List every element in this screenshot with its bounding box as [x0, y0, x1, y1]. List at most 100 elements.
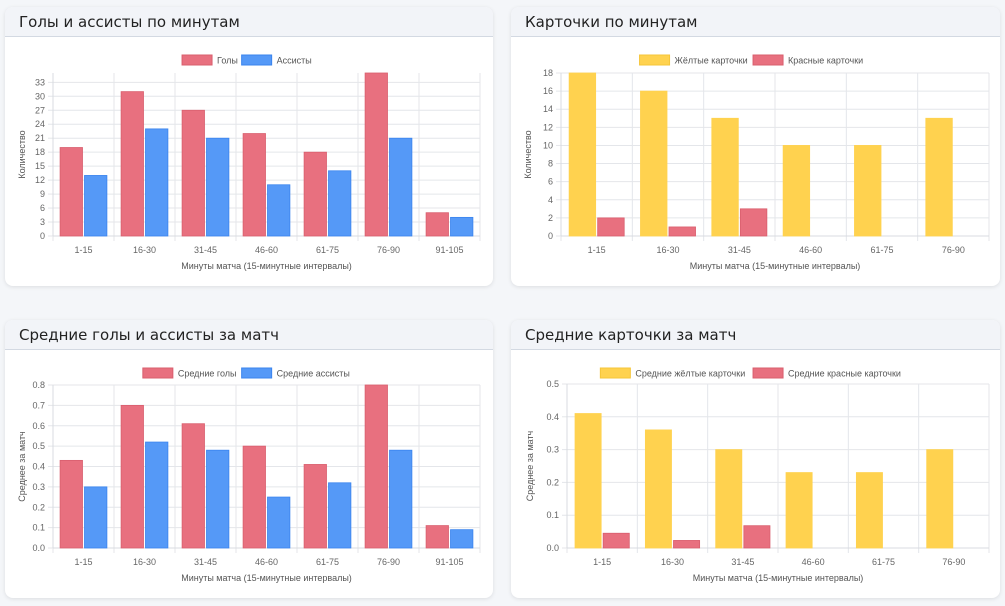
x-tick-label: 46-60	[799, 245, 822, 255]
y-tick-label: 0	[40, 231, 45, 241]
x-tick-label: 16-30	[133, 245, 156, 255]
bar-series1	[926, 449, 954, 549]
x-axis-title: Минуты матча (15-минутные интервалы)	[181, 261, 352, 271]
legend-item-1[interactable]: Средние красные карточки	[752, 367, 901, 379]
x-tick-label: 31-45	[194, 245, 217, 255]
y-tick-label: 0.3	[546, 445, 559, 455]
legend-label: Средние голы	[178, 369, 237, 379]
y-tick-label: 24	[35, 119, 45, 129]
y-tick-label: 14	[543, 104, 553, 114]
y-tick-label: 3	[40, 217, 45, 227]
y-tick-label: 4	[548, 195, 553, 205]
bar-series1	[425, 525, 449, 549]
avg-goals-assists-chart: Средние голы Средние ассисты 0.0 0.1 0.2 0.3 0…	[17, 367, 481, 583]
y-tick-label: 12	[35, 175, 45, 185]
x-tick-label: 91-105	[435, 245, 463, 255]
card-header: Средние голы и ассисты за матч	[5, 320, 493, 350]
card-cards: Карточки по минутам Жёлтые карточки Красн…	[511, 7, 1000, 286]
y-tick-label: 0.5	[546, 379, 559, 389]
y-tick-label: 21	[35, 133, 45, 143]
bar-series2	[145, 128, 169, 237]
legend-item-1[interactable]: Ассисты	[241, 54, 312, 66]
legend-item-0[interactable]: Средние жёлтые карточки	[599, 367, 745, 379]
legend-item-0[interactable]: Голы	[181, 54, 238, 66]
x-tick-label: 16-30	[661, 557, 684, 567]
bar-series2	[206, 137, 230, 237]
bar-series1	[120, 91, 144, 237]
bar-series1	[59, 147, 83, 237]
bar-series1	[785, 472, 813, 549]
y-tick-label: 0.0	[546, 543, 559, 553]
y-axis-title: Среднее за матч	[525, 430, 535, 501]
legend-swatch	[241, 367, 273, 379]
bar-series2	[450, 529, 474, 549]
bar-series1	[59, 459, 83, 549]
x-tick-label: 1-15	[588, 245, 606, 255]
bar-series2	[84, 175, 108, 237]
bar-series2	[668, 226, 696, 237]
bar-series2	[450, 216, 474, 237]
y-tick-label: 0.1	[546, 510, 559, 520]
legend-swatch	[599, 367, 631, 379]
y-axis-title: Количество	[17, 130, 27, 178]
y-axis-title: Количество	[523, 130, 533, 178]
y-tick-label: 33	[35, 77, 45, 87]
card-header: Голы и ассисты по минутам	[5, 7, 493, 37]
bar-series1	[120, 404, 144, 549]
y-tick-label: 18	[35, 147, 45, 157]
card-goals-assists: Голы и ассисты по минутам Голы Ассисты 0 3 6…	[5, 7, 493, 286]
legend-swatch	[181, 54, 213, 66]
legend-label: Средние красные карточки	[788, 369, 901, 379]
bar-series1	[364, 384, 388, 549]
bar-series1	[181, 109, 205, 237]
y-tick-label: 27	[35, 105, 45, 115]
bar-series1	[640, 90, 668, 237]
x-tick-label: 61-75	[316, 557, 339, 567]
bar-series1	[181, 423, 205, 549]
bar-series1	[364, 72, 388, 237]
card-title: Средние карточки за матч	[525, 325, 737, 344]
x-tick-label: 16-30	[133, 557, 156, 567]
goals-assists-chart: Голы Ассисты 0 3 6 9 12 15 18 21 24 27 30 33 1-15 16-30…	[17, 54, 481, 271]
bar-series2	[597, 217, 625, 237]
y-tick-label: 0.4	[32, 462, 45, 472]
x-tick-label: 76-90	[942, 245, 965, 255]
legend-item-1[interactable]: Средние ассисты	[241, 367, 350, 379]
y-tick-label: 0.6	[32, 421, 45, 431]
bar-series1	[711, 117, 739, 237]
bar-series1	[425, 212, 449, 237]
bar-series2	[389, 449, 413, 549]
x-tick-label: 1-15	[74, 245, 92, 255]
card-title: Голы и ассисты по минутам	[19, 12, 240, 31]
y-tick-label: 0.5	[32, 441, 45, 451]
legend-item-0[interactable]: Жёлтые карточки	[639, 54, 748, 66]
legend-label: Ассисты	[277, 56, 312, 66]
x-axis-title: Минуты матча (15-минутные интервалы)	[181, 573, 352, 583]
bar-series2	[267, 496, 291, 549]
bar-series1	[925, 117, 953, 237]
y-tick-label: 0.2	[32, 502, 45, 512]
legend: Голы Ассисты	[181, 54, 312, 66]
y-tick-label: 9	[40, 189, 45, 199]
bar-series1	[303, 464, 327, 549]
legend-swatch	[241, 54, 273, 66]
y-tick-label: 12	[543, 122, 553, 132]
card-header: Средние карточки за матч	[511, 320, 1000, 350]
x-axis-title: Минуты матча (15-минутные интервалы)	[690, 261, 861, 271]
bar-series1	[855, 472, 883, 549]
legend-item-1[interactable]: Красные карточки	[752, 54, 863, 66]
x-tick-label: 31-45	[194, 557, 217, 567]
x-tick-label: 91-105	[435, 557, 463, 567]
x-tick-label: 76-90	[377, 245, 400, 255]
y-tick-label: 0	[548, 231, 553, 241]
bar-series1	[242, 133, 266, 237]
avg-cards-chart: Средние жёлтые карточки Средние красные к…	[525, 367, 990, 583]
y-tick-label: 15	[35, 161, 45, 171]
x-tick-label: 31-45	[728, 245, 751, 255]
x-tick-label: 61-75	[870, 245, 893, 255]
legend-label: Средние жёлтые карточки	[635, 369, 745, 379]
legend: Средние голы Средние ассисты	[142, 367, 350, 379]
y-tick-label: 8	[548, 159, 553, 169]
legend-item-0[interactable]: Средние голы	[142, 367, 237, 379]
y-tick-label: 0.1	[32, 523, 45, 533]
